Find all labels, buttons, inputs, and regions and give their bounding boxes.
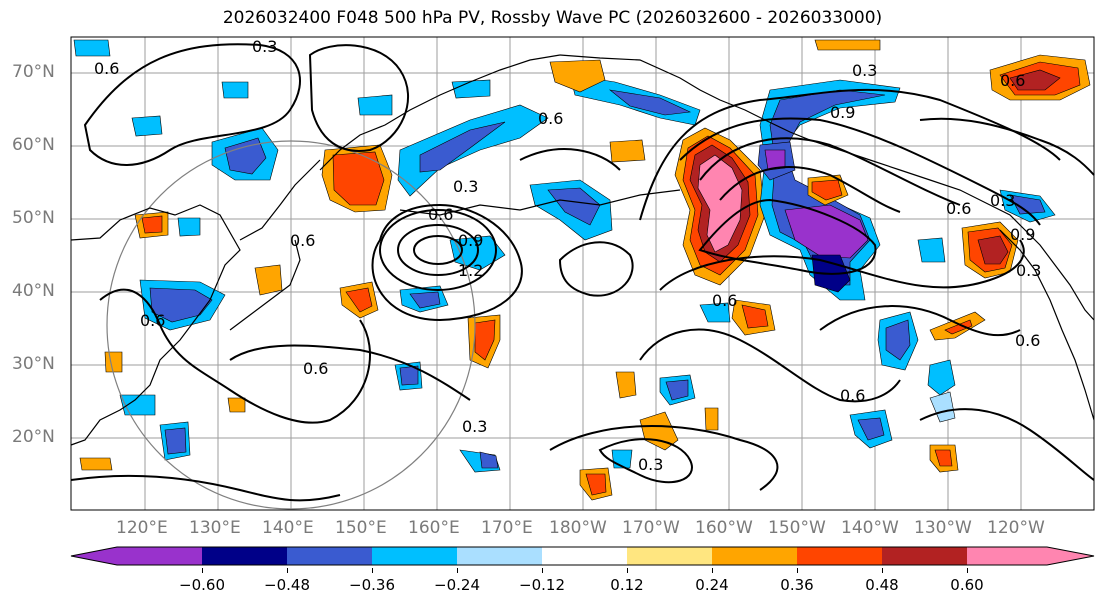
colorbar-bin <box>457 547 542 565</box>
lat-label: 50°N <box>12 208 55 228</box>
contour-label: 0.6 <box>94 59 119 78</box>
contours <box>70 43 1095 502</box>
contour-label: 0.3 <box>252 37 277 56</box>
lat-label: 30°N <box>12 354 55 374</box>
colorbar-tick <box>797 568 798 573</box>
colorbar-bin <box>797 547 882 565</box>
colorbar-tick <box>882 568 883 573</box>
colorbar-tick <box>202 568 203 573</box>
colorbar-tick-label: −0.48 <box>264 576 310 594</box>
contour-label: 0.6 <box>712 291 737 310</box>
pv-shading <box>73 39 1091 501</box>
colorbar-bin <box>287 547 372 565</box>
contour-label: 0.6 <box>140 311 165 330</box>
lon-label: 160°W <box>695 518 753 538</box>
colorbar-max-extend <box>1047 547 1094 565</box>
colorbar-tick-label: −0.60 <box>179 576 225 594</box>
contour-label: 0.9 <box>458 231 483 250</box>
colorbar-min-extend <box>71 547 117 565</box>
colorbar-bin <box>372 547 457 565</box>
colorbar-tick-label: 0.24 <box>695 576 729 594</box>
contour-label: 0.3 <box>462 417 487 436</box>
colorbar-tick <box>372 568 373 573</box>
contour-label: 0.6 <box>946 199 971 218</box>
contour-label: 0.6 <box>1000 71 1025 90</box>
lon-label: 130°W <box>914 518 972 538</box>
colorbar-tick <box>712 568 713 573</box>
contour-label: 0.6 <box>428 205 453 224</box>
colorbar-bin <box>542 547 627 565</box>
great-circle-ring <box>106 140 476 510</box>
colorbar-tick-label: −0.36 <box>349 576 395 594</box>
lon-label: 140°W <box>841 518 899 538</box>
lon-label: 170°W <box>622 518 680 538</box>
colorbar-tick-label: 0.48 <box>865 576 899 594</box>
lon-label: 150°W <box>768 518 826 538</box>
contour-label: 0.6 <box>303 359 328 378</box>
lat-label: 20°N <box>12 427 55 447</box>
lon-label: 150°E <box>335 518 387 538</box>
lon-label: 120°W <box>987 518 1045 538</box>
contour-labels: 0.3 0.6 0.9 1.2 0.3 0.6 0.6 0.6 0.3 0.6 … <box>94 37 1041 474</box>
lon-label: 140°E <box>262 518 314 538</box>
chart-title: 2026032400 F048 500 hPa PV, Rossby Wave … <box>222 8 883 28</box>
colorbar-bin <box>967 547 1047 565</box>
contour-label: 1.2 <box>458 261 483 280</box>
colorbar-tick <box>542 568 543 573</box>
contour-label: 0.9 <box>1010 225 1035 244</box>
lon-label: 120°E <box>116 518 168 538</box>
colorbar-tick-label: 0.60 <box>950 576 984 594</box>
contour-label: 0.6 <box>840 386 865 405</box>
lat-label: 70°N <box>12 62 55 82</box>
colorbar-bin <box>117 547 202 565</box>
colorbar-tick <box>287 568 288 573</box>
colorbar-bin <box>712 547 797 565</box>
plot-border <box>70 36 1095 511</box>
lon-label: 160°E <box>408 518 460 538</box>
contour-label: 0.9 <box>830 103 855 122</box>
contour-label: 0.3 <box>453 177 478 196</box>
colorbar-tick-label: 0.36 <box>780 576 814 594</box>
contour-label: 0.3 <box>852 61 877 80</box>
lon-label: 130°E <box>189 518 241 538</box>
contour-label: 0.3 <box>990 191 1015 210</box>
colorbar-bin <box>882 547 967 565</box>
colorbar-tick <box>457 568 458 573</box>
colorbar-bin <box>627 547 712 565</box>
coastlines <box>70 54 1095 446</box>
colorbar-tick-label: −0.24 <box>434 576 480 594</box>
colorbar-tick-label: −0.12 <box>519 576 565 594</box>
lat-label: 60°N <box>12 135 55 155</box>
contour-label: 0.6 <box>538 109 563 128</box>
contour-label: 0.6 <box>290 231 315 250</box>
colorbar-tick-label: 0.12 <box>610 576 644 594</box>
lat-label: 40°N <box>12 281 55 301</box>
colorbar-tick <box>627 568 628 573</box>
contour-label: 0.6 <box>1015 331 1040 350</box>
lon-label: 170°E <box>481 518 533 538</box>
colorbar <box>70 546 1095 566</box>
contour-label: 0.3 <box>638 455 663 474</box>
contour-label: 0.3 <box>1016 261 1041 280</box>
colorbar-tick <box>967 568 968 573</box>
lon-label: 180°W <box>549 518 607 538</box>
colorbar-bin <box>202 547 287 565</box>
